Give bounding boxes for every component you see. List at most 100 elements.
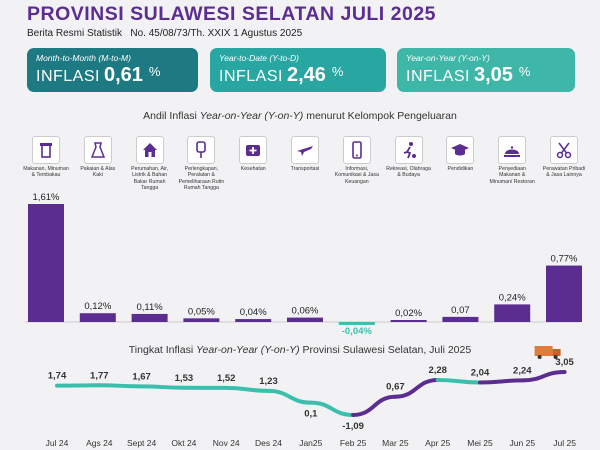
card-label: INFLASI [219,68,283,85]
line-segment [97,383,144,389]
category-label: Penyediaan Makanan & Minuman/ Restoran [489,166,535,185]
bar-value-label: 0,12% [84,301,111,312]
bar [183,318,220,322]
health-icon [239,136,268,164]
page-title: PROVINSI SULAWESI SELATAN JULI 2025 [27,3,437,25]
money-truck-icon [534,346,561,359]
category-label: Pendidikan [447,166,474,172]
card-value: 2,46 [286,64,326,86]
category-label: Makanan, Minuman & Tembakau [23,166,69,179]
x-axis-month-label: Okt 24 [171,438,196,448]
category-1: Makanan, Minuman & Tembakau [23,136,69,179]
card-unit: % [518,64,531,79]
line-segment [351,394,398,417]
category-label: Kesehatan [240,166,266,172]
card-caption: Year-on-Year (Y-on-Y) [406,53,490,63]
line-value-label: -1,09 [342,421,364,432]
category-label: Transportasi [290,166,320,172]
category-6: Transportasi [282,136,328,172]
x-axis-month-label: Mar 25 [382,438,409,448]
category-label: Rekreasi, Olahraga & Budaya [386,166,431,179]
category-7: Informasi, Komunikasi & Jasa Keuangan [334,136,380,185]
category-label: Informasi, Komunikasi & Jasa Keuangan [334,166,379,185]
line-value-label: 1,53 [175,373,194,384]
bar-value-label: 0,02% [395,308,422,319]
line-segment [393,377,440,399]
line-segment [520,370,567,383]
graduation-cap-icon [446,136,475,164]
x-axis-month-label: Sept 24 [127,438,157,448]
phone-icon [342,136,371,164]
category-2: Pakaian & Alas Kaki [75,136,121,179]
bar-value-label: -0,04% [342,326,373,337]
category-4: Perlengkapan, Peralatan & Pemeliharaan R… [178,136,224,192]
category-label: Perawatan Pribadi & Jasa Lainnya [542,166,586,179]
x-axis-month-label: Nov 24 [213,438,240,448]
x-axis-month-label: Ags 24 [86,438,113,448]
ytd-inflation-card: Year-to-Date (Y-to-D) INFLASI 2,46% [210,48,386,92]
category-8: Rekreasi, Olahraga & Budaya [386,136,432,179]
category-11: Perawatan Pribadi & Jasa Lainnya [541,136,587,179]
clothing-icon [83,136,112,164]
release-info: Berita Resmi Statistik No. 45/08/73/Th. … [27,28,303,39]
airplane-icon [291,136,319,164]
bar-value-label: 0,07 [451,305,470,316]
card-unit: % [148,64,161,79]
bar-value-label: 0,77% [551,254,578,265]
food-icon [32,136,60,164]
category-9: Pendidikan [437,136,483,172]
category-label: Perlengkapan, Peralatan & Pemeliharaan R… [178,166,225,192]
trend-chart-title: Tingkat Inflasi Year-on-Year (Y-on-Y) Pr… [128,344,472,356]
line-segment [478,378,525,385]
line-segment [224,385,271,393]
bar [442,316,479,322]
line-value-label: 0,67 [386,382,405,393]
restaurant-icon [498,136,527,164]
bar-value-label: 0,06% [292,306,319,317]
mtm-inflation-card: Month-to-Month (M-to-M) INFLASI 0,61% [27,48,198,92]
category-label: Pakaian & Alas Kaki [80,166,116,179]
x-axis-month-label: Feb 25 [340,438,367,448]
bar [546,265,582,322]
scissors-icon [550,136,578,164]
bar-value-label: 0,04% [240,307,267,318]
bar [287,317,323,322]
yoy-inflation-card: Year-on-Year (Y-on-Y) INFLASI 3,05% [397,48,575,92]
category-3: Perumahan, Air, Listrik & Bahan Bakar Ru… [127,136,173,192]
x-axis-month-label: Jun 25 [510,438,536,448]
bar [28,204,64,322]
bar [338,322,375,325]
card-value: 0,61 [103,64,143,86]
line-segment [435,377,482,385]
card-label: INFLASI [406,68,470,85]
card-value: 3,05 [473,64,513,86]
line-value-label: 2,24 [513,365,532,376]
line-segment [139,384,186,390]
bar [79,313,116,322]
bar-value-label: 0,11% [136,302,163,313]
x-axis-month-label: Jul 24 [46,438,69,448]
line-value-label: 1,67 [132,371,151,382]
card-caption: Year-to-Date (Y-to-D) [219,53,299,63]
line-value-label: 3,05 [555,357,574,368]
line-value-label: 1,52 [217,373,236,384]
bar [390,320,427,322]
line-value-label: 1,74 [48,371,67,382]
x-axis-month-label: Des 24 [255,438,282,448]
card-caption: Month-to-Month (M-to-M) [36,53,131,63]
x-axis-month-label: Apr 25 [425,438,450,448]
appliance-icon [187,136,216,164]
card-label: INFLASI [36,68,100,85]
line-value-label: 2,04 [471,367,490,378]
line-segment [266,388,313,405]
bar [494,304,531,322]
x-axis-month-label: Jan25 [299,438,322,448]
line-segment [308,400,356,417]
bar [131,313,168,322]
bar [235,319,272,322]
bar-value-label: 0,24% [499,292,526,303]
category-5: Kesehatan [230,136,276,172]
contribution-chart-title: Andil Inflasi Year-on-Year (Y-on-Y) menu… [143,110,457,122]
card-unit: % [331,64,344,79]
